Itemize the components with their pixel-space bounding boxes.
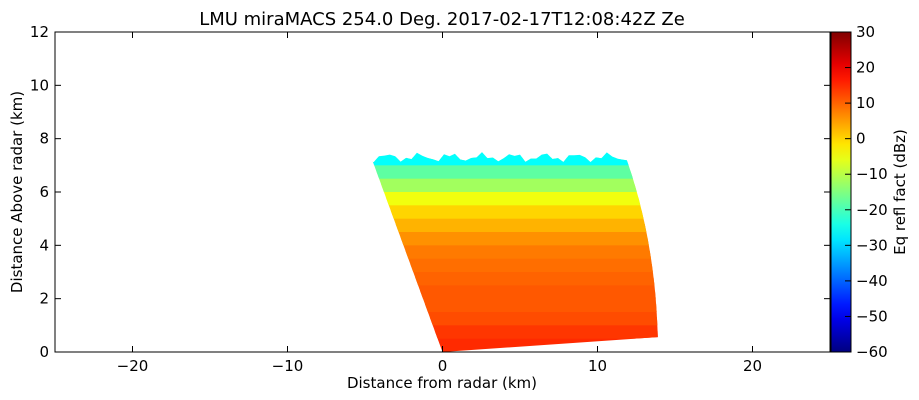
chart-title: LMU miraMACS 254.0 Deg. 2017-02-17T12:08… — [199, 9, 685, 30]
y-tick-label: 8 — [39, 130, 49, 148]
reflectivity-field — [327, 152, 658, 352]
y-axis: 0 2 4 6 8 10 12 — [30, 23, 830, 361]
y-tick-label: 4 — [39, 236, 49, 254]
colorbar-tick-label: 10 — [856, 94, 875, 112]
colorbar — [830, 31, 852, 353]
y-tick-label: 6 — [39, 183, 49, 201]
colorbar-tick-label: −40 — [856, 272, 888, 290]
colorbar-tick-label: 20 — [856, 59, 875, 77]
y-tick-label: 2 — [39, 290, 49, 308]
x-tick-label: 20 — [743, 357, 762, 375]
colorbar-tick-label: −30 — [856, 236, 888, 254]
reflectivity-band — [327, 152, 658, 166]
x-tick-label: 0 — [438, 357, 448, 375]
colorbar-tick-label: 30 — [856, 23, 875, 41]
colorbar-tick-label: −10 — [856, 165, 888, 183]
x-axis: −20 −10 0 10 20 — [117, 32, 762, 375]
colorbar-tick-label: −50 — [856, 307, 888, 325]
colorbar-tick-label: −60 — [856, 343, 888, 361]
y-tick-label: 0 — [39, 343, 49, 361]
x-tick-label: −20 — [117, 357, 149, 375]
colorbar-label: Eq refl fact (dBz) — [891, 129, 909, 255]
y-axis-label: Distance Above radar (km) — [8, 91, 26, 293]
y-tick-label: 10 — [30, 76, 49, 94]
x-tick-label: −10 — [272, 357, 304, 375]
x-tick-label: 10 — [588, 357, 607, 375]
colorbar-axis: −60 −50 −40 −30 −20 −10 0 10 20 30 — [845, 23, 888, 361]
y-tick-label: 12 — [30, 23, 49, 41]
colorbar-tick-label: −20 — [856, 201, 888, 219]
colorbar-tick-label: 0 — [856, 130, 866, 148]
x-axis-label: Distance from radar (km) — [347, 374, 537, 392]
